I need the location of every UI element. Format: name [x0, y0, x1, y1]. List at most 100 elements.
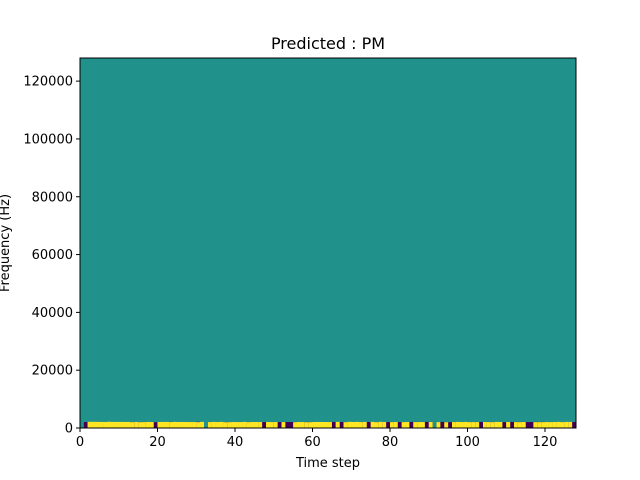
heatmap-cell-high: [157, 422, 162, 428]
heatmap-cell-high: [421, 422, 425, 428]
heatmap-cell-high: [335, 422, 340, 428]
heatmap-cell-high: [266, 422, 270, 428]
heatmap-cell-high: [370, 421, 375, 428]
heatmap-cell-low: [448, 422, 453, 428]
heatmap-cell-high: [545, 422, 549, 428]
heatmap-cell-high: [533, 422, 538, 428]
heatmap-cell-low: [331, 421, 336, 428]
heatmap-cell-high: [200, 422, 205, 428]
heatmap-cell-high: [95, 422, 100, 428]
heatmap-cell-high: [184, 422, 189, 428]
heatmap-cell-low: [529, 422, 534, 428]
heatmap-cell-high: [118, 422, 123, 428]
heatmap-cell-high: [347, 421, 352, 428]
heatmap-cell-high: [378, 421, 383, 428]
heatmap-cell-high: [107, 422, 112, 428]
chart-title: Predicted : PM: [271, 34, 385, 53]
heatmap-cell-high: [254, 422, 259, 428]
y-tick-label: 40000: [32, 306, 73, 321]
heatmap-cell-high: [455, 421, 460, 428]
heatmap-cell-high: [463, 421, 468, 428]
heatmap-cell-low: [289, 422, 294, 428]
heatmap-cell-high: [521, 422, 526, 428]
heatmap-cell-high: [293, 422, 298, 428]
heatmap-cell-high: [362, 421, 367, 428]
heatmap-cell-high: [390, 422, 394, 428]
heatmap-cell-high: [300, 422, 305, 428]
heatmap-cell-low: [525, 422, 530, 428]
x-tick-label: 100: [455, 435, 480, 450]
heatmap-cell-low: [285, 422, 290, 428]
heatmap-cell-high: [196, 422, 201, 428]
heatmap-cell-high: [223, 422, 228, 428]
heatmap-cell-high: [215, 422, 220, 428]
heatmap-cell-high: [316, 422, 321, 428]
heatmap-cell-low: [339, 422, 344, 428]
heatmap-cell-high: [467, 422, 472, 428]
heatmap-cell-high: [320, 422, 325, 428]
heatmap-cell-high: [207, 422, 212, 428]
heatmap-cell-low: [386, 422, 391, 428]
heatmap-cell-high: [165, 421, 170, 428]
x-tick-label: 20: [149, 435, 166, 450]
plot-frame: [79, 57, 577, 429]
heatmap-cell-high: [382, 421, 387, 428]
heatmap-cell-high: [343, 422, 348, 428]
heatmap-cell-high: [134, 421, 139, 428]
heatmap-cell-low: [262, 422, 267, 428]
heatmap-cell-high: [483, 421, 487, 428]
y-axis-ticks: 0 20000 40000 60000 80000 100000 120000: [23, 75, 80, 437]
heatmap-cell-high: [161, 422, 166, 428]
heatmap-cell-high: [328, 422, 332, 428]
heatmap-cell-low: [502, 422, 507, 428]
heatmap-cell-low: [440, 421, 445, 428]
heatmap-cell-high: [436, 422, 441, 428]
heatmap-cell-high: [351, 422, 356, 428]
heatmap-cell-high: [242, 422, 247, 428]
x-axis-ticks: 0 20 40 60 80 100 120: [76, 428, 557, 450]
y-tick-label: 100000: [23, 132, 73, 147]
y-tick-label: 20000: [32, 364, 73, 379]
heatmap-cell-high: [537, 422, 542, 428]
heatmap-cell-high: [91, 421, 96, 428]
heatmap-cell-low: [366, 422, 371, 428]
heatmap-cell-high: [393, 421, 398, 428]
x-tick-label: 80: [382, 435, 399, 450]
y-tick-label: 80000: [32, 190, 73, 205]
heatmap-cell-high: [149, 422, 154, 428]
heatmap-cell-high: [541, 422, 546, 428]
heatmap-cell-high: [114, 422, 119, 428]
heatmap-cell-high: [130, 422, 135, 428]
heatmap-cell-high: [417, 422, 422, 428]
heatmap-cell-low: [397, 422, 402, 428]
heatmap-cell-high: [568, 421, 573, 428]
heatmap-cell-high: [506, 422, 511, 428]
heatmap-cell-high: [405, 422, 410, 428]
heatmap-cell-low: [153, 422, 158, 428]
heatmap-cell-high: [281, 422, 286, 428]
heatmap-cell-high: [138, 422, 143, 428]
heatmap-background: [80, 58, 576, 428]
heatmap-cells: [83, 421, 577, 428]
heatmap-cell-high: [122, 422, 127, 428]
heatmap-cell-high: [269, 422, 274, 428]
heatmap-cell-high: [126, 422, 131, 428]
heatmap-cell-high: [142, 422, 146, 428]
heatmap-cell-high: [452, 422, 456, 428]
heatmap-cell-low: [424, 421, 429, 428]
heatmap-cell-high: [304, 422, 309, 428]
heatmap-cell-high: [219, 422, 224, 428]
heatmap-cell-high: [111, 422, 115, 428]
heatmap-cell-high: [413, 422, 418, 428]
y-axis-title: Frequency (Hz): [0, 194, 13, 292]
plot-area: [79, 57, 577, 429]
heatmap-cell-high: [188, 422, 193, 428]
y-tick-label: 120000: [23, 75, 73, 90]
heatmap-cell-high: [560, 422, 565, 428]
heatmap-cell-low: [479, 421, 484, 428]
heatmap-cell-high: [428, 421, 433, 428]
heatmap-cell-low: [409, 421, 414, 428]
heatmap-cell-high: [374, 422, 379, 428]
heatmap-cell-high: [103, 422, 108, 428]
